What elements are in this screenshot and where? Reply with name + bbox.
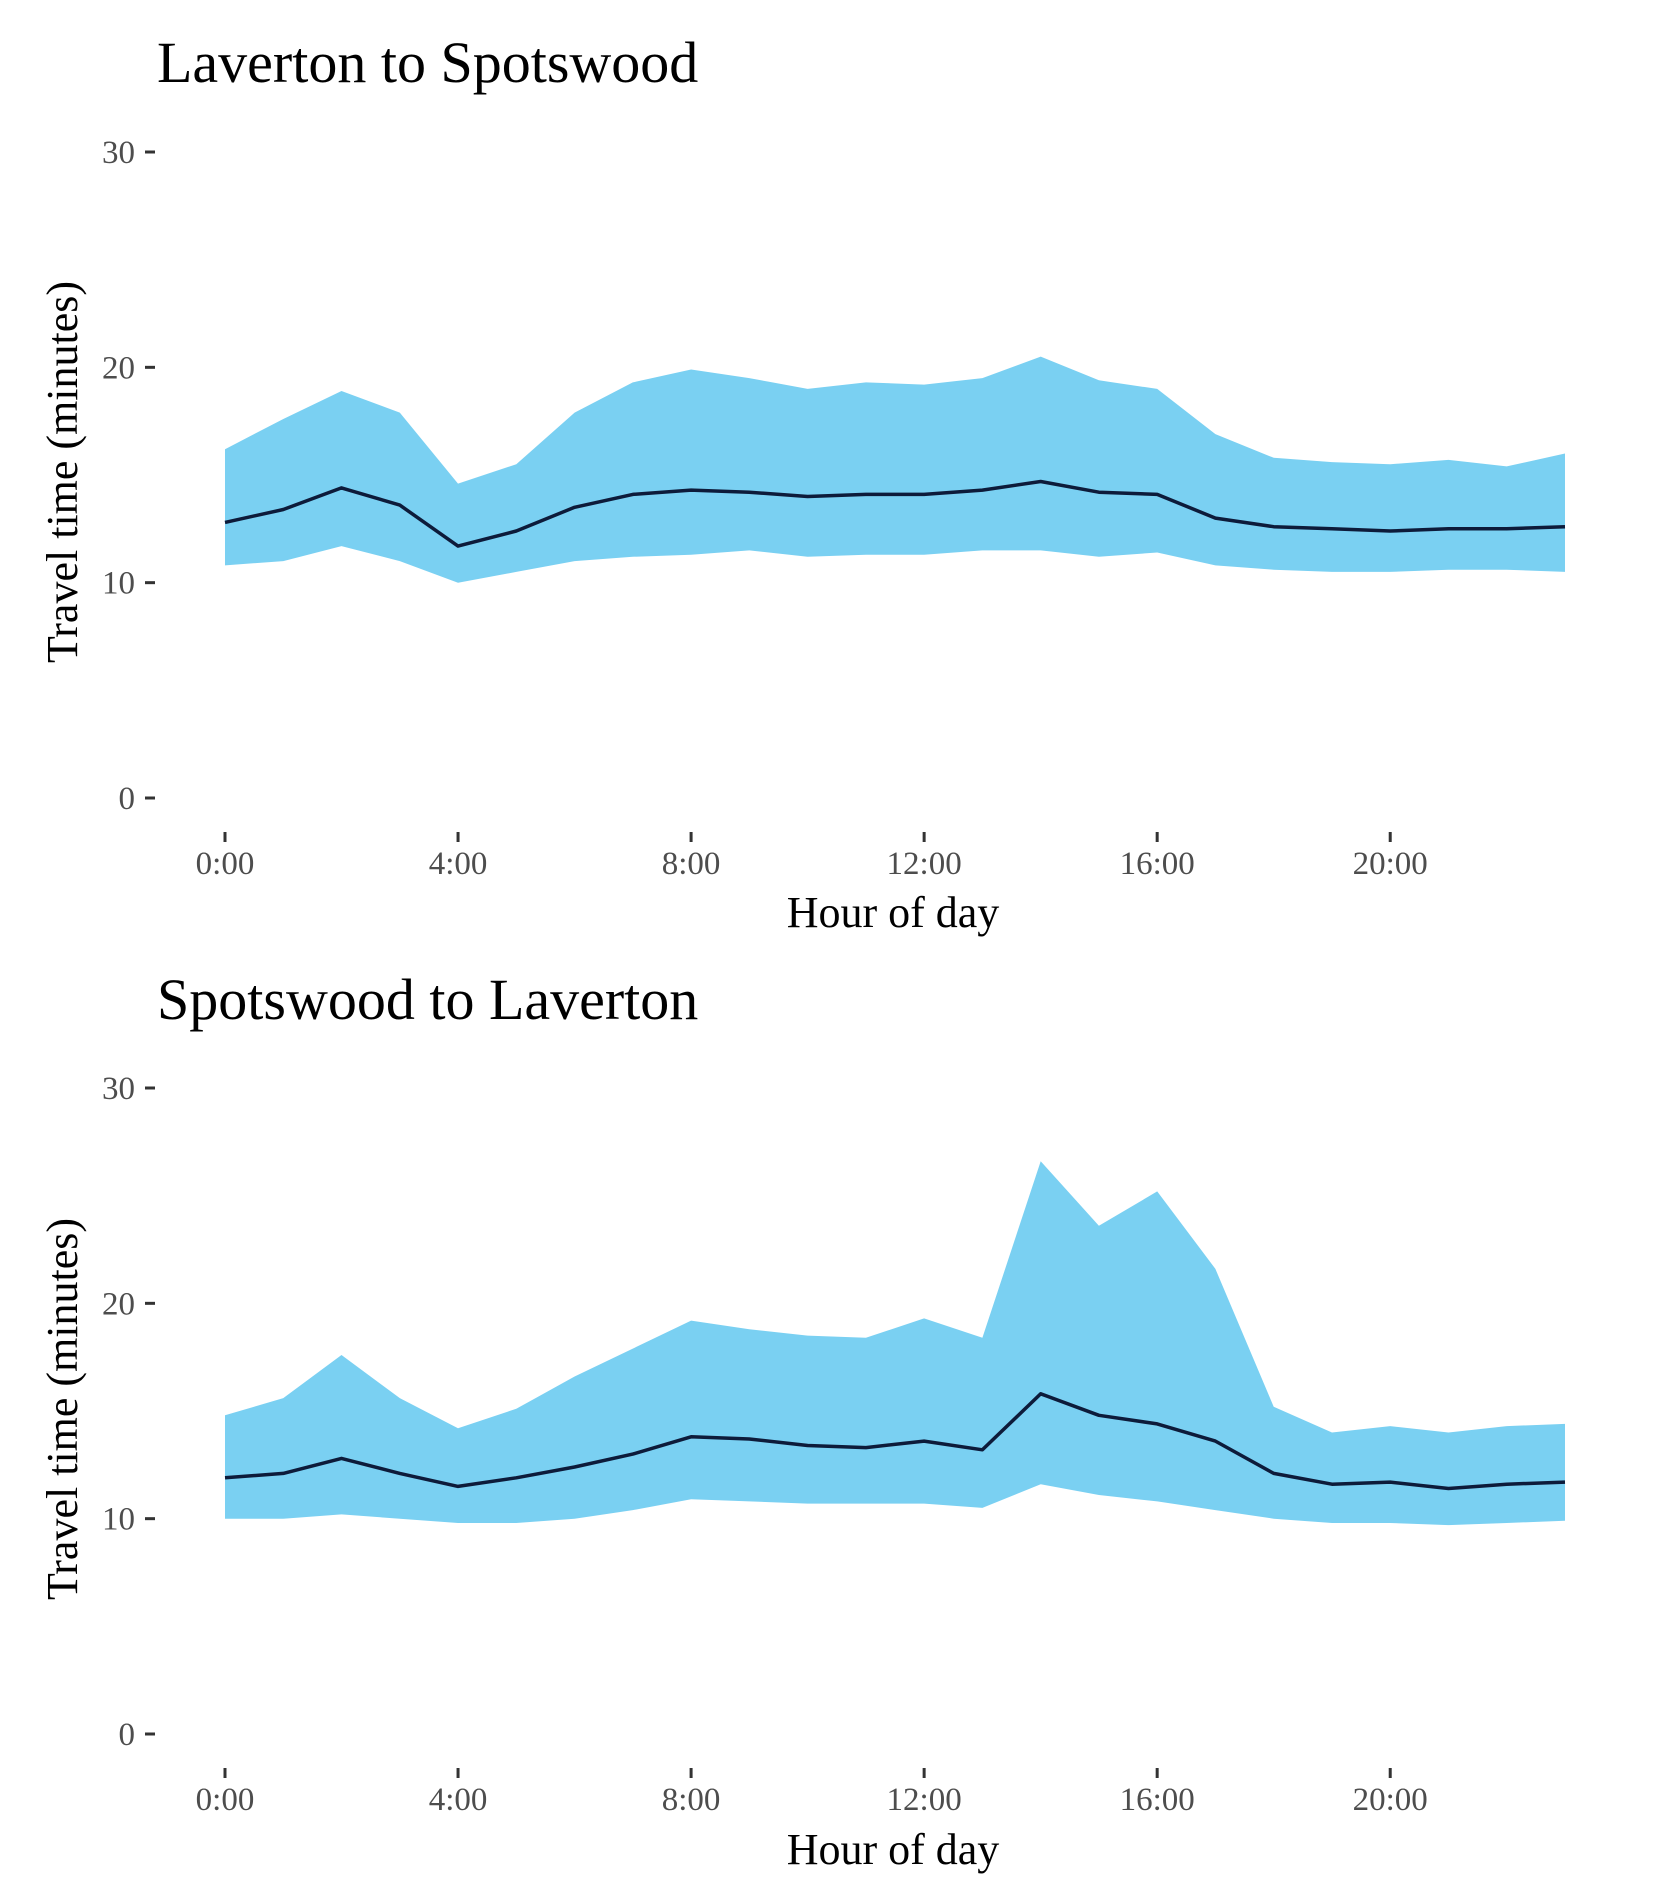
x-tick-label: 12:00 bbox=[887, 846, 962, 882]
y-tick-label: 20 bbox=[102, 1286, 135, 1322]
median-line bbox=[224, 479, 1566, 548]
x-tick-label: 0:00 bbox=[196, 846, 255, 882]
x-tick-label: 12:00 bbox=[887, 1782, 962, 1818]
y-tick-label: 0 bbox=[119, 781, 136, 817]
x-tick-label: 8:00 bbox=[662, 846, 721, 882]
band-layer bbox=[225, 356, 1565, 583]
band-layer bbox=[225, 1161, 1565, 1526]
x-tick-label: 8:00 bbox=[662, 1782, 721, 1818]
y-tick-label: 10 bbox=[102, 1502, 135, 1538]
chart-panel-laverton-to-spotswood: Laverton to Spotswood Travel time (minut… bbox=[38, 30, 1566, 937]
x-tick-label: 4:00 bbox=[429, 1782, 488, 1818]
x-tick-label: 16:00 bbox=[1120, 846, 1195, 882]
x-tick-label: 16:00 bbox=[1120, 1782, 1195, 1818]
chart-title: Laverton to Spotswood bbox=[157, 30, 698, 95]
range-band bbox=[225, 356, 1565, 583]
y-tick-label: 30 bbox=[102, 1071, 135, 1107]
line-layer bbox=[224, 479, 1566, 548]
y-tick-label: 10 bbox=[102, 566, 135, 602]
x-tick-label: 20:00 bbox=[1353, 1782, 1428, 1818]
x-axis-title: Hour of day bbox=[787, 888, 1000, 937]
x-axis: 0:00 4:00 8:00 12:00 16:00 20:00 bbox=[196, 832, 1428, 882]
y-tick-label: 30 bbox=[102, 135, 135, 171]
x-tick-label: 20:00 bbox=[1353, 846, 1428, 882]
x-tick-label: 4:00 bbox=[429, 846, 488, 882]
chart-panel-spotswood-to-laverton: Spotswood to Laverton Travel time (minut… bbox=[38, 967, 1566, 1874]
x-axis-title: Hour of day bbox=[787, 1825, 1000, 1874]
line-layer bbox=[224, 1392, 1566, 1491]
y-axis-title: Travel time (minutes) bbox=[38, 281, 87, 663]
y-axis: 0 10 20 30 bbox=[102, 135, 155, 817]
median-line bbox=[224, 1392, 1566, 1491]
x-axis: 0:00 4:00 8:00 12:00 16:00 20:00 bbox=[196, 1768, 1428, 1818]
chart-title: Spotswood to Laverton bbox=[157, 967, 698, 1032]
y-axis: 0 10 20 30 bbox=[102, 1071, 155, 1753]
y-tick-label: 0 bbox=[119, 1717, 136, 1753]
y-tick-label: 20 bbox=[102, 350, 135, 386]
x-tick-label: 0:00 bbox=[196, 1782, 255, 1818]
y-axis-title: Travel time (minutes) bbox=[38, 1218, 87, 1600]
range-band bbox=[225, 1161, 1565, 1526]
